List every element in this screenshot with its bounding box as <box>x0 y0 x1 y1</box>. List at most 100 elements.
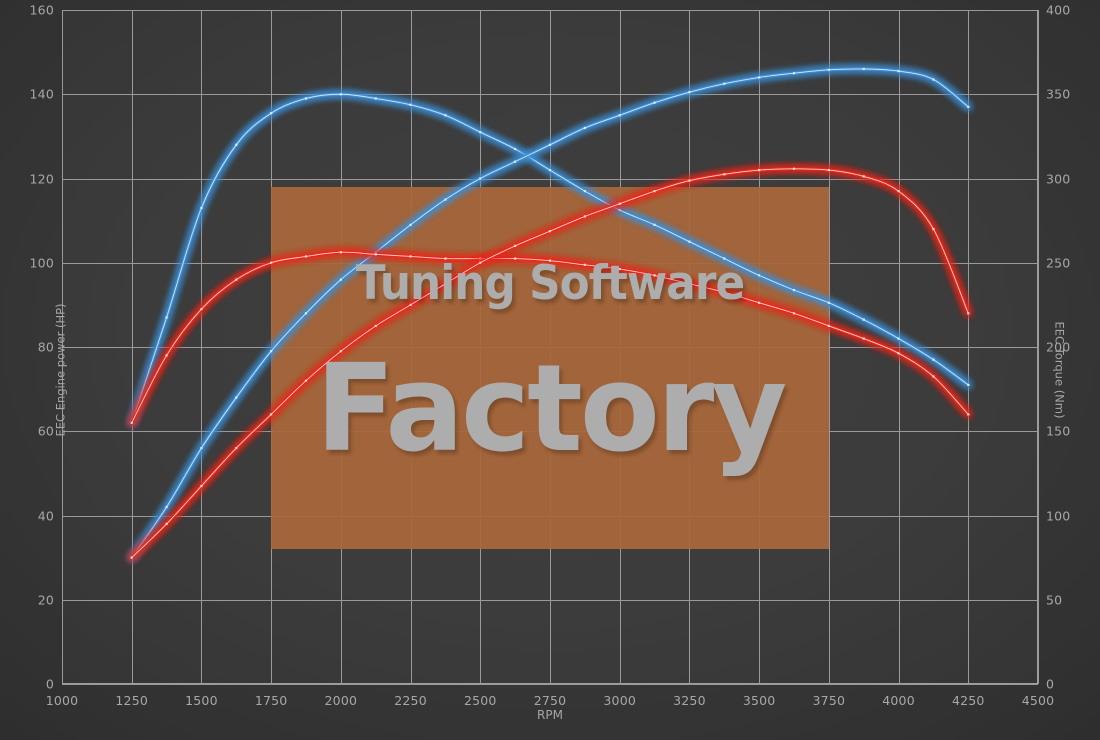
curve-layer <box>128 65 972 561</box>
gridline-horizontal <box>62 10 1038 11</box>
gridline-horizontal <box>62 684 1038 685</box>
data-point-marker <box>200 206 203 210</box>
data-point-marker <box>409 103 412 106</box>
data-point-marker <box>827 68 830 71</box>
data-point-marker <box>165 316 168 319</box>
gridline-horizontal <box>62 599 1038 601</box>
data-point-marker <box>688 179 691 182</box>
data-point-marker <box>583 215 586 218</box>
data-point-marker <box>967 105 970 108</box>
data-point-marker <box>235 396 238 399</box>
data-point-marker <box>792 312 796 315</box>
data-point-marker <box>688 91 691 94</box>
data-point-marker <box>548 259 552 262</box>
data-point-marker <box>479 261 482 264</box>
data-point-marker <box>967 383 970 387</box>
y-axis-left-tick: 80 <box>37 339 54 355</box>
data-point-marker <box>967 312 970 315</box>
data-point-marker <box>827 168 830 172</box>
data-point-marker <box>723 257 726 260</box>
data-point-marker <box>862 318 865 321</box>
x-axis-tick: 2750 <box>533 693 567 708</box>
data-point-marker <box>932 375 935 378</box>
data-point-marker <box>235 143 238 146</box>
data-point-marker <box>374 324 377 328</box>
gridline-vertical <box>1038 10 1039 684</box>
data-point-marker <box>827 324 830 328</box>
gridline-horizontal <box>62 94 1038 96</box>
x-axis-tick: 3250 <box>673 693 706 708</box>
data-point-marker <box>583 126 586 130</box>
data-point-marker <box>270 413 273 416</box>
data-point-marker <box>758 274 761 277</box>
data-point-marker <box>339 350 342 353</box>
x-axis-title: RPM <box>537 708 563 722</box>
y-axis-right-title: EEC Torque (Nm) <box>1052 321 1067 419</box>
data-point-marker <box>688 282 691 285</box>
data-point-marker <box>444 198 447 201</box>
x-axis-tick: 4250 <box>951 693 985 708</box>
data-point-marker <box>653 223 656 226</box>
y-axis-right-tick: 200 <box>1046 339 1071 355</box>
data-point-marker <box>374 97 377 100</box>
data-point-marker <box>618 208 621 212</box>
gridline-horizontal <box>62 178 1038 180</box>
data-point-marker <box>723 291 726 294</box>
data-point-marker <box>688 240 691 243</box>
data-point-marker <box>200 307 203 311</box>
data-point-marker <box>897 69 900 73</box>
x-axis-tick: 1750 <box>254 693 288 708</box>
data-point-marker <box>758 76 761 79</box>
data-point-marker <box>514 257 517 260</box>
y-axis-right-tick: 250 <box>1046 255 1071 271</box>
data-point-marker <box>618 202 621 205</box>
x-axis-tick: 1250 <box>115 693 149 708</box>
data-point-marker <box>862 175 865 178</box>
data-point-marker <box>862 337 865 340</box>
y-axis-left-tick: 60 <box>37 423 54 439</box>
data-point-marker <box>165 522 168 526</box>
x-axis-tick: 3000 <box>603 693 637 708</box>
y-axis-right-tick: 150 <box>1046 423 1071 439</box>
data-point-marker <box>827 301 830 304</box>
curve-1 <box>128 65 972 561</box>
data-point-marker <box>548 168 552 172</box>
data-point-marker <box>758 301 761 304</box>
data-point-marker <box>479 131 482 134</box>
data-point-marker <box>653 274 656 277</box>
data-point-marker <box>653 190 656 193</box>
y-axis-left-tick: 100 <box>29 255 54 271</box>
data-point-marker <box>304 97 308 100</box>
data-point-marker <box>583 190 586 193</box>
y-axis-left-tick: 160 <box>29 2 54 18</box>
y-axis-right-tick: 50 <box>1046 592 1063 608</box>
y-axis-left-tick: 120 <box>29 171 54 186</box>
data-point-marker <box>723 82 726 85</box>
data-point-marker <box>409 255 412 258</box>
data-point-marker <box>409 223 412 226</box>
data-point-marker <box>339 278 342 281</box>
data-point-marker <box>165 505 168 509</box>
y-axis-left-tick: 20 <box>37 592 54 608</box>
data-point-marker <box>304 255 308 258</box>
data-point-marker <box>444 114 447 117</box>
data-point-marker <box>897 337 900 340</box>
data-point-marker <box>479 177 482 180</box>
curve-2 <box>128 248 972 427</box>
data-point-marker <box>270 112 273 115</box>
curve-3 <box>128 165 972 561</box>
data-point-marker <box>235 447 238 450</box>
y-axis-right-tick: 0 <box>1046 676 1055 692</box>
data-point-marker <box>792 167 796 170</box>
y-axis-right-tick: 350 <box>1046 86 1071 102</box>
data-point-marker <box>862 67 865 71</box>
y-axis-right-tick: 300 <box>1046 171 1071 186</box>
watermark-rectangle <box>271 186 829 550</box>
data-point-marker <box>897 352 900 355</box>
data-point-marker <box>514 147 517 151</box>
x-axis-tick: 3750 <box>812 693 846 708</box>
data-point-marker <box>235 278 238 281</box>
data-point-marker <box>653 101 656 104</box>
data-point-marker <box>618 114 621 117</box>
